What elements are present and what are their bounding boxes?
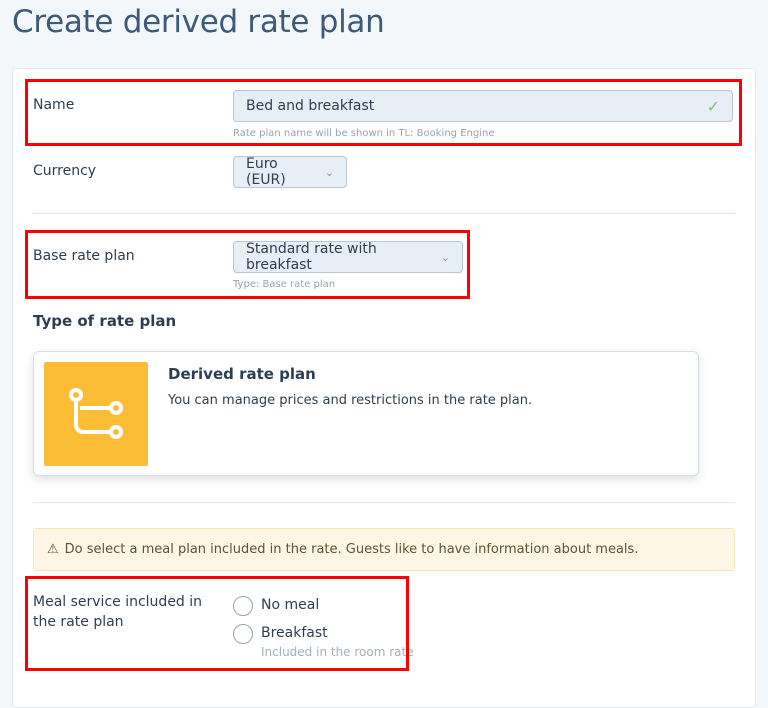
highlight-box-base-rate xyxy=(25,230,470,299)
radio-breakfast-label[interactable]: Breakfast xyxy=(261,625,328,641)
chevron-down-icon: ⌄ xyxy=(440,250,450,264)
radio-no-meal-label[interactable]: No meal xyxy=(261,597,320,613)
warning-text: Do select a meal plan included in the ra… xyxy=(64,542,639,557)
derived-branch-icon xyxy=(44,362,148,466)
divider xyxy=(33,213,735,214)
name-help: Rate plan name will be shown in TL: Book… xyxy=(233,128,495,139)
meal-label-line2: the rate plan xyxy=(33,614,124,630)
card-title: Derived rate plan xyxy=(168,365,316,383)
name-label: Name xyxy=(33,97,75,113)
meal-label-line1: Meal service included in xyxy=(33,594,203,610)
name-value: Bed and breakfast xyxy=(246,98,375,114)
highlight-box-meal xyxy=(25,576,409,671)
card-description: You can manage prices and restrictions i… xyxy=(168,393,533,408)
base-rate-plan-select[interactable]: Standard rate with breakfast ⌄ xyxy=(233,241,463,273)
currency-label: Currency xyxy=(33,163,97,179)
breakfast-sub: Included in the room rate xyxy=(261,645,414,659)
currency-select[interactable]: Euro (EUR) ⌄ xyxy=(233,156,347,188)
warning-triangle-icon: ⚠ xyxy=(47,542,59,557)
radio-breakfast[interactable] xyxy=(233,624,253,644)
check-icon: ✓ xyxy=(706,96,720,116)
rate-plan-type-card[interactable]: Derived rate plan You can manage prices … xyxy=(33,351,699,476)
chevron-down-icon: ⌄ xyxy=(324,165,334,179)
name-input[interactable]: Bed and breakfast ✓ xyxy=(233,90,733,122)
base-rate-plan-value: Standard rate with breakfast xyxy=(246,241,377,273)
meal-warning-banner: ⚠ Do select a meal plan included in the … xyxy=(33,528,735,571)
type-heading: Type of rate plan xyxy=(33,312,177,330)
highlight-box-name xyxy=(25,79,742,146)
radio-no-meal[interactable] xyxy=(233,596,253,616)
divider xyxy=(33,502,735,503)
base-rate-plan-label: Base rate plan xyxy=(33,248,135,264)
base-rate-plan-help: Type: Base rate plan xyxy=(233,279,336,290)
currency-value: Euro (EUR) xyxy=(246,156,286,188)
page-title: Create derived rate plan xyxy=(12,4,385,40)
